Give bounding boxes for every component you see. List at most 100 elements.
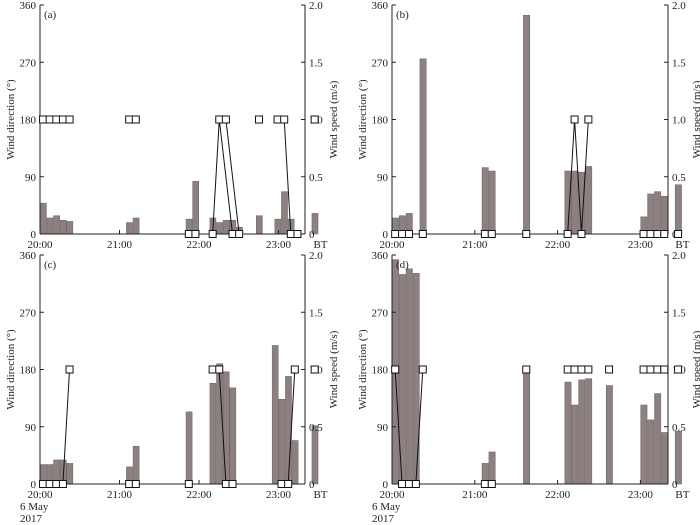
x-tick-label: 20:00 [379, 489, 405, 501]
wind-speed-bar-14 [654, 393, 662, 485]
wind-speed-bar-16 [311, 425, 319, 485]
wind-direction-marker-13 [235, 230, 244, 238]
wind-direction-marker-4 [480, 230, 489, 238]
right-tick-label: 0.5 [672, 422, 686, 434]
date-line-2: 2017 [372, 513, 395, 525]
right-tick-label: 1.0 [672, 115, 686, 127]
wind-direction-marker-12 [605, 365, 614, 374]
left-tick-label: 360 [20, 250, 37, 262]
wind-direction-marker-13 [284, 480, 293, 488]
wind-speed-bar-11 [605, 385, 613, 485]
wind-direction-line-1 [415, 369, 424, 485]
wind-direction-line-0 [212, 119, 234, 235]
wind-speed-bar-15 [274, 218, 282, 235]
left-tick-label: 270 [20, 307, 37, 319]
wind-direction-marker-0 [391, 365, 400, 374]
wind-direction-marker-5 [125, 115, 134, 124]
wind-speed-bar-10 [585, 378, 593, 485]
wind-direction-marker-3 [418, 230, 427, 238]
left-tick-label: 90 [377, 422, 389, 434]
wind-speed-bar-5 [126, 222, 133, 235]
wind-speed-bar-10 [585, 166, 593, 235]
right-tick-label: 1.5 [672, 57, 686, 69]
wind-direction-marker-18 [293, 230, 302, 238]
wind-direction-marker-7 [522, 365, 531, 374]
wind-direction-marker-1 [45, 115, 54, 124]
wind-direction-marker-19 [310, 115, 319, 124]
wind-direction-marker-4 [418, 365, 427, 374]
wind-speed-bar-3 [59, 220, 67, 235]
wind-direction-marker-4 [65, 115, 74, 124]
wind-speed-bar-15 [291, 440, 299, 485]
wind-direction-marker-0 [39, 115, 48, 124]
right-axis-title: Wind speed (m/s) [328, 80, 340, 158]
wind-direction-marker-6 [522, 230, 531, 238]
wind-speed-bar-6 [132, 217, 140, 235]
x-tick-label: 23:00 [266, 239, 292, 251]
left-tick-label: 270 [372, 307, 389, 319]
wind-direction-marker-15 [273, 115, 282, 124]
wind-direction-marker-13 [653, 230, 662, 238]
x-tick-label: 21:00 [107, 489, 133, 501]
x-tick-label: 20:00 [379, 239, 405, 251]
left-tick-label: 0 [31, 479, 37, 491]
wind-direction-marker-15 [674, 230, 683, 238]
wind-speed-bar-2 [405, 268, 413, 485]
left-tick-label: 360 [372, 250, 389, 262]
left-tick-label: 180 [372, 115, 389, 127]
wind-speed-bar-8 [192, 181, 200, 235]
wind-speed-bar-11 [229, 387, 237, 485]
wind-direction-marker-11 [639, 230, 648, 238]
right-tick-label: 0 [309, 229, 315, 241]
wind-speed-bar-16 [281, 191, 288, 235]
wind-direction-marker-10 [577, 365, 586, 374]
wind-direction-marker-10 [221, 480, 230, 488]
wind-speed-bar-10 [216, 222, 223, 235]
wind-direction-line-0 [567, 119, 589, 235]
wind-speed-bar-5 [488, 451, 496, 485]
wind-direction-marker-0 [391, 230, 400, 238]
wind-speed-bar-8 [571, 170, 579, 235]
bt-label: BT [675, 239, 689, 251]
x-tick-label: 21:00 [462, 239, 488, 251]
wind-speed-bar-13 [654, 191, 662, 235]
wind-direction-marker-14 [646, 365, 655, 374]
wind-speed-bar-5 [488, 170, 496, 235]
wind-direction-marker-3 [58, 480, 67, 488]
wind-direction-marker-12 [228, 230, 237, 238]
wind-speed-bar-3 [419, 58, 427, 235]
right-axis-title: Wind speed (m/s) [328, 330, 340, 408]
right-tick-label: 0 [309, 479, 315, 491]
wind-direction-marker-5 [480, 480, 489, 488]
wind-speed-bar-15 [674, 184, 682, 235]
wind-speed-bar-6 [132, 445, 140, 485]
wind-speed-bar-10 [222, 371, 230, 485]
panel-d: 09018027036000.51.01.52.020:0021:0022:00… [357, 250, 700, 525]
wind-direction-marker-2 [52, 480, 61, 488]
wind-speed-bar-14 [285, 376, 292, 485]
bt-label: BT [675, 489, 689, 501]
wind-speed-bar-1 [46, 217, 54, 235]
panel-label: (d) [396, 259, 409, 271]
left-tick-label: 180 [20, 115, 37, 127]
x-tick-label: 21:00 [107, 239, 133, 251]
wind-direction-marker-2 [52, 115, 61, 124]
left-tick-label: 360 [372, 0, 389, 12]
left-tick-label: 360 [20, 0, 37, 12]
wind-speed-bar-8 [571, 404, 579, 485]
bt-label: BT [313, 239, 327, 251]
wind-speed-bar-14 [661, 195, 669, 235]
wind-direction-marker-17 [674, 365, 683, 374]
date-line-1: 6 May [372, 501, 401, 513]
wind-speed-bar-4 [481, 167, 489, 235]
left-tick-label: 180 [372, 365, 389, 377]
right-tick-label: 2.0 [672, 250, 686, 262]
wind-direction-marker-9 [215, 365, 224, 374]
wind-direction-marker-3 [58, 115, 67, 124]
wind-direction-marker-9 [570, 365, 579, 374]
left-axis-title: Wind direction (°) [5, 79, 17, 160]
wind-speed-bar-9 [578, 379, 586, 485]
wind-direction-marker-12 [646, 230, 655, 238]
wind-direction-marker-9 [208, 230, 217, 238]
wind-direction-marker-12 [277, 480, 286, 488]
